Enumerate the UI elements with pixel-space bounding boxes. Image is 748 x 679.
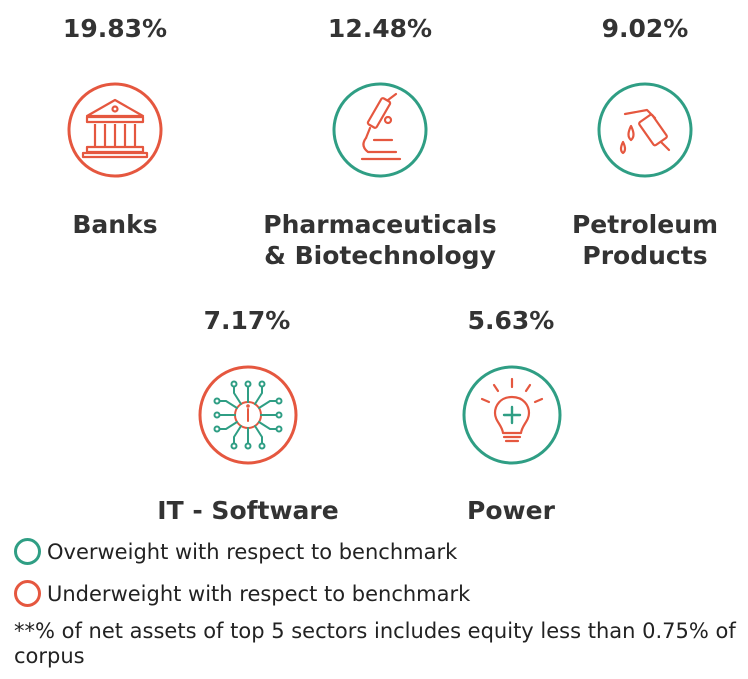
legend-underweight: Underweight with respect to benchmark: [14, 580, 470, 607]
sector-name-pharma-line-2: & Biotechnology: [264, 241, 496, 270]
microscope-icon: [332, 82, 428, 178]
sector-name-it-software: IT - Software: [157, 496, 339, 525]
footnote: **% of net assets of top 5 sectors inclu…: [14, 619, 736, 668]
fuel-nozzle-icon: [597, 82, 693, 178]
circuit-chip-icon: [198, 365, 298, 465]
sector-name-power: Power: [467, 496, 555, 525]
light-bulb-icon: [462, 365, 562, 465]
sector-name-petroleum: Petroleum Products: [570, 209, 720, 271]
bank-building-icon: [67, 82, 163, 178]
legend-overweight-label: Overweight with respect to benchmark: [47, 539, 458, 564]
sector-percent-pharma: 12.48%: [327, 14, 433, 43]
sector-percent-petroleum: 9.02%: [601, 14, 689, 43]
sector-name-pharma-line-1: Pharmaceuticals: [263, 210, 497, 239]
sector-percent-it-software: 7.17%: [203, 306, 291, 335]
sector-name-petroleum-line-2: Products: [582, 241, 708, 270]
legend-underweight-label: Underweight with respect to benchmark: [47, 581, 471, 606]
sector-name-banks: Banks: [72, 210, 158, 239]
overweight-circle-icon: [14, 538, 41, 565]
underweight-circle-icon: [14, 580, 41, 607]
sector-name-petroleum-line-1: Petroleum: [571, 210, 719, 239]
sector-percent-power: 5.63%: [467, 306, 555, 335]
sector-name-pharma: Pharmaceuticals & Biotechnology: [230, 209, 530, 271]
legend-overweight: Overweight with respect to benchmark: [14, 538, 457, 565]
sector-percent-banks: 19.83%: [62, 14, 168, 43]
